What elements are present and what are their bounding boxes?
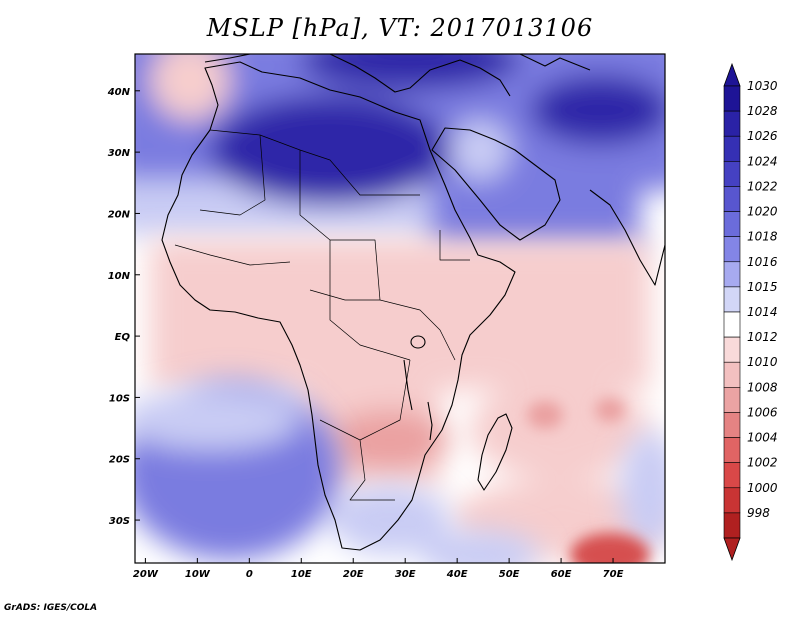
colorbar-swatch [723, 462, 741, 489]
colorbar-label: 1010 [747, 355, 778, 369]
coastlines [161, 54, 665, 551]
colorbar-swatch [723, 236, 741, 263]
southeast-high [620, 430, 665, 550]
south-africa-high [330, 485, 450, 555]
lake-malawi [427, 401, 433, 441]
europe-coastline [204, 54, 591, 97]
map-title: MSLP [hPa], VT: 2017013106 [206, 14, 594, 42]
colorbar-swatch [723, 361, 741, 388]
colorbar-bottom-arrow [723, 537, 741, 562]
east-low-cell [595, 398, 625, 422]
colorbar-label: 1022 [747, 179, 778, 193]
colorbar-label: 1002 [747, 456, 778, 470]
zambia-low [330, 410, 450, 470]
lat-tick-label: 20N [108, 209, 131, 220]
colorbar-label: 1015 [747, 280, 778, 294]
colorbar-swatch [723, 512, 741, 539]
colorbar-swatch [723, 135, 741, 162]
colorbar: 1030 1028 1026 1024 1022 1020 1018 1016 1015 1014… [723, 62, 778, 562]
colorbar-swatch [723, 387, 741, 413]
colorbar-label: 1026 [747, 129, 778, 143]
lake-tanganyika [403, 359, 413, 411]
colorbar-swatch [723, 437, 741, 463]
madagascar-low-cell [527, 401, 563, 429]
atlantic-gap [150, 54, 230, 120]
lon-tick-label: 10E [291, 569, 312, 580]
asia-high-core [530, 75, 665, 145]
colorbar-label: 1024 [747, 154, 778, 168]
colorbar-swatch [723, 412, 741, 438]
southeast-low-core [570, 533, 650, 563]
colorbar-label: 1008 [747, 380, 778, 394]
colorbar-label: 1016 [747, 255, 778, 269]
lat-tick-label: 30S [109, 516, 130, 527]
southern-ocean-high [420, 530, 540, 563]
longitude-axis: 20W 10W 0 10E 20E 30E 40E 50E 60E 70E [133, 558, 624, 580]
map-frame [134, 53, 666, 564]
colorbar-swatch [723, 110, 741, 137]
colorbar-swatch [723, 336, 741, 363]
lon-tick-label: 20E [343, 569, 364, 580]
colorbar-label: 1028 [747, 104, 778, 118]
colorbar-swatch [723, 161, 741, 187]
colorbar-label: 1030 [747, 79, 778, 93]
tropics-band [150, 240, 650, 390]
lon-tick-label: 20W [133, 569, 159, 580]
country-borders [174, 129, 470, 501]
colorbar-label: 1014 [747, 305, 778, 319]
colorbar-label: 1020 [747, 205, 778, 219]
sahara-high-core [210, 95, 450, 205]
colorbar-label: 1000 [747, 481, 778, 495]
lon-tick-label: 30E [395, 569, 416, 580]
latitude-axis: 40N 30N 20N 10N EQ 10S 20S 30S [107, 87, 140, 527]
lat-tick-label: EQ [115, 332, 131, 343]
pressure-field [135, 54, 665, 563]
madagascar-coastline [477, 413, 513, 491]
colorbar-swatch [723, 211, 741, 237]
lat-tick-label: 10N [108, 271, 131, 282]
lon-tick-label: 40E [446, 569, 468, 580]
colorbar-swatch [723, 487, 741, 514]
lon-tick-label: 60E [551, 569, 572, 580]
lat-tick-label: 10S [109, 393, 130, 404]
colorbar-top-arrow [723, 62, 741, 87]
lat-tick-label: 30N [108, 148, 131, 159]
arabia-coastline [431, 127, 561, 241]
arabia-high-band [430, 180, 640, 250]
lon-tick-label: 10W [185, 569, 211, 580]
lake-victoria [410, 335, 426, 349]
lon-tick-label: 70E [603, 569, 624, 580]
europe-high-core [300, 54, 520, 90]
mideast-gap [450, 120, 510, 180]
south-atlantic-edge [135, 390, 300, 450]
lon-tick-label: 50E [499, 569, 520, 580]
colorbar-swatch [723, 85, 741, 112]
colorbar-label: 1004 [747, 431, 778, 445]
india-coastline [589, 189, 665, 286]
lat-tick-label: 20S [109, 455, 130, 466]
colorbar-label: 1018 [747, 230, 778, 244]
colorbar-swatch [723, 261, 741, 288]
grads-credit: GrADS: IGES/COLA [4, 603, 98, 613]
colorbar-label: 1012 [747, 330, 778, 344]
colorbar-swatch [723, 286, 741, 313]
lat-tick-label: 40N [107, 87, 131, 98]
colorbar-label: 998 [747, 506, 770, 520]
lon-tick-label: 0 [246, 569, 253, 580]
colorbar-label: 1006 [747, 405, 778, 419]
colorbar-swatch [723, 311, 741, 338]
africa-coastline [161, 61, 516, 551]
colorbar-swatch [723, 186, 741, 212]
